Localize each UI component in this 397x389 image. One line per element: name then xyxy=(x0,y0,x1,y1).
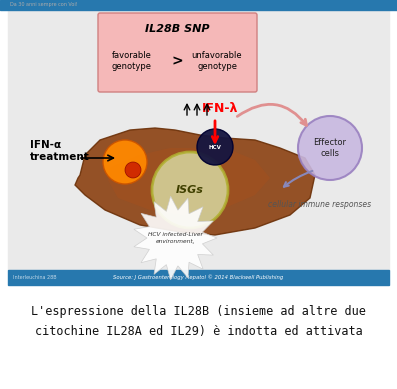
Polygon shape xyxy=(75,128,315,235)
Text: IFN-α
treatment: IFN-α treatment xyxy=(30,140,90,162)
Text: >: > xyxy=(172,54,183,68)
Polygon shape xyxy=(108,148,270,215)
Text: Source: J Gastroenterology Hepatol © 2014 Blackwell Publishing: Source: J Gastroenterology Hepatol © 201… xyxy=(114,275,283,280)
Text: HCV: HCV xyxy=(208,144,222,149)
Text: IFN-λ: IFN-λ xyxy=(202,102,238,114)
Circle shape xyxy=(103,140,147,184)
Text: L'espressione della IL28B (insieme ad altre due: L'espressione della IL28B (insieme ad al… xyxy=(31,305,366,318)
FancyArrowPatch shape xyxy=(237,104,306,125)
FancyBboxPatch shape xyxy=(98,13,257,92)
Text: Effector
cells: Effector cells xyxy=(314,138,347,158)
Circle shape xyxy=(152,152,228,228)
Circle shape xyxy=(125,162,141,178)
Bar xyxy=(8,10,389,270)
Bar xyxy=(8,270,389,285)
Text: IL28B SNP: IL28B SNP xyxy=(145,24,210,34)
Text: favorable
genotype: favorable genotype xyxy=(112,51,152,71)
Text: Interleuchina 28B: Interleuchina 28B xyxy=(13,275,57,280)
Text: Da 30 anni sempre con Voi!: Da 30 anni sempre con Voi! xyxy=(10,2,78,7)
Circle shape xyxy=(197,129,233,165)
Text: unfavorable
genotype: unfavorable genotype xyxy=(192,51,242,71)
Text: HCV infected-Liver
environment,: HCV infected-Liver environment, xyxy=(148,232,202,244)
Polygon shape xyxy=(134,196,217,280)
Text: ISGs: ISGs xyxy=(176,185,204,195)
Text: citochine IL28A ed IL29) è indotta ed attivata: citochine IL28A ed IL29) è indotta ed at… xyxy=(35,325,362,338)
Text: cellular immune responses: cellular immune responses xyxy=(268,200,372,209)
Bar xyxy=(0,0,397,10)
FancyArrowPatch shape xyxy=(284,171,312,187)
Circle shape xyxy=(298,116,362,180)
